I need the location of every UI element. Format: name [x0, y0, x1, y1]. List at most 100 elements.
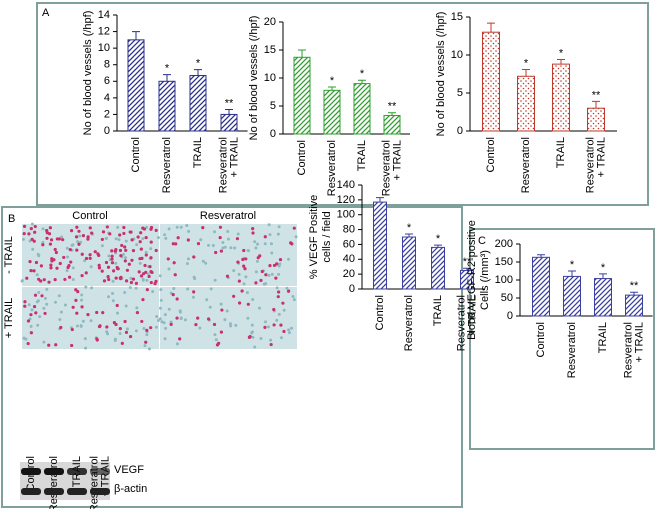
stained-cell — [272, 323, 276, 327]
stained-cell — [86, 235, 90, 239]
cell — [186, 257, 190, 261]
error-bar — [194, 69, 202, 76]
stained-cell — [225, 274, 230, 278]
bar — [353, 83, 371, 135]
stained-cell — [144, 340, 148, 344]
stained-cell — [55, 237, 59, 241]
stained-cell — [110, 261, 115, 265]
stained-cell — [66, 265, 70, 270]
stained-cell — [25, 276, 29, 280]
bar — [189, 74, 207, 132]
cell — [258, 306, 262, 310]
stained-cell — [33, 224, 37, 229]
panel-b-frame — [1, 206, 463, 508]
stained-cell — [149, 227, 153, 231]
stained-cell — [104, 260, 109, 265]
stained-cell — [268, 264, 272, 268]
stained-cell — [139, 231, 143, 235]
cell — [58, 317, 62, 321]
stained-cell — [107, 277, 111, 282]
cell — [43, 296, 47, 300]
y-tick-label: 15 — [451, 11, 463, 23]
blot-band — [90, 468, 110, 475]
stained-cell — [237, 301, 242, 305]
error-bar — [298, 49, 306, 58]
stained-cell — [118, 233, 122, 237]
stained-cell — [45, 236, 49, 240]
x-tick-label: Resveratrol — [584, 137, 596, 193]
stained-cell — [96, 252, 100, 256]
stained-cell — [214, 250, 218, 255]
stained-cell — [32, 304, 37, 309]
bar — [220, 113, 238, 132]
y-axis-label: No of blood vessels (/hpf) — [435, 12, 447, 137]
stained-cell — [23, 304, 27, 308]
stained-cell — [139, 247, 143, 251]
cell — [251, 297, 255, 301]
blot-band — [44, 468, 64, 475]
cell — [167, 307, 171, 311]
cell — [267, 223, 271, 227]
cell — [114, 261, 118, 265]
cell — [124, 239, 128, 243]
significance-label: * — [570, 259, 575, 271]
cell — [128, 286, 132, 290]
cell — [287, 257, 291, 261]
stained-cell — [75, 248, 79, 252]
y-tick-label: 20 — [264, 16, 276, 28]
cell — [29, 324, 33, 328]
stained-cell — [118, 327, 122, 331]
cell — [149, 247, 153, 251]
stained-cell — [69, 260, 73, 264]
stained-cell — [131, 277, 136, 281]
stained-cell — [175, 297, 179, 301]
stained-cell — [127, 262, 131, 266]
cell — [209, 287, 213, 291]
stained-cell — [26, 341, 30, 346]
stained-cell — [86, 237, 90, 241]
cell — [164, 326, 168, 330]
bar-chart: 0 5 10 15 No of blood vessels (/hpf) Control *… — [435, 11, 617, 193]
x-tick-label: Control — [485, 137, 497, 172]
cell — [246, 249, 250, 253]
bar — [563, 275, 581, 317]
cell — [229, 324, 233, 328]
stained-cell — [67, 275, 72, 279]
stained-cell — [119, 254, 123, 258]
stained-cell — [75, 225, 79, 229]
y-axis-label: Cells (/mm³) — [479, 250, 491, 310]
cell — [84, 285, 88, 289]
stained-cell — [134, 281, 139, 285]
panel-label: B — [8, 213, 15, 225]
stained-cell — [144, 235, 148, 240]
error-bar — [388, 112, 396, 116]
significance-label: * — [360, 68, 365, 80]
stained-cell — [68, 248, 72, 252]
stained-cell — [292, 226, 296, 230]
stained-cell — [81, 234, 86, 238]
bar-chart: 0 20 40 60 80 100 120 140 % VEGF Positive cells /… — [308, 179, 485, 351]
cell — [42, 306, 46, 310]
significance-label: ** — [388, 101, 397, 113]
stained-cell — [149, 256, 153, 260]
cell — [199, 238, 203, 242]
cell — [191, 295, 195, 299]
stained-cell — [69, 228, 74, 233]
stained-cell — [147, 274, 151, 279]
stained-cell — [49, 266, 53, 270]
cell — [116, 225, 120, 229]
cell — [275, 318, 279, 322]
cell — [105, 236, 109, 240]
cell — [31, 247, 35, 251]
bar-chart: 0 50 100 150 200 Blood VEGF-R2-positive Cells … — [466, 220, 653, 378]
cell — [143, 344, 147, 348]
stained-cell — [74, 298, 78, 302]
stained-cell — [100, 237, 104, 242]
stained-cell — [149, 270, 153, 274]
error-bar — [405, 233, 413, 237]
stained-cell — [88, 256, 92, 260]
cell — [178, 310, 182, 314]
y-tick-label: 10 — [451, 49, 463, 61]
cell — [36, 252, 40, 256]
